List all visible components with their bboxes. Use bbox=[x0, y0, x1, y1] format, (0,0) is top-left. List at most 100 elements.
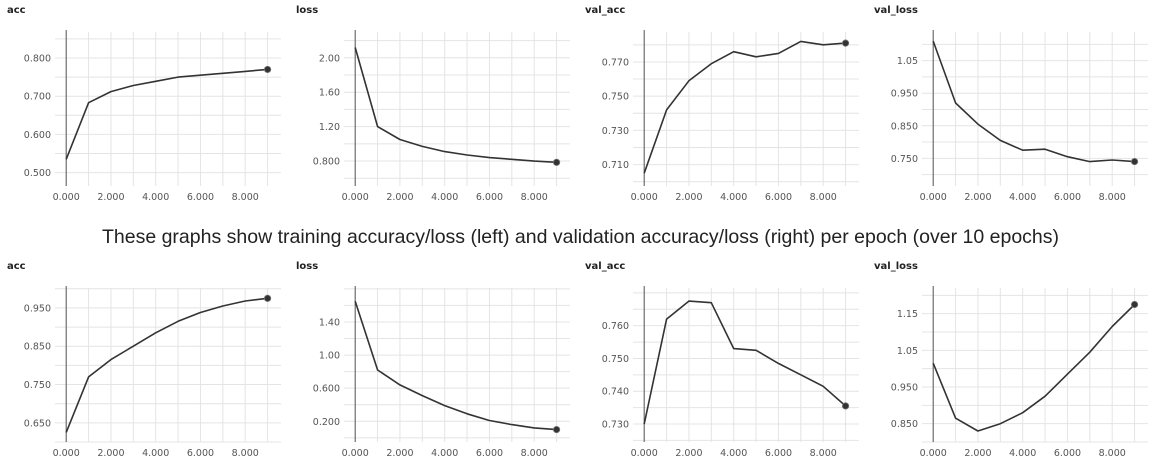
y-tick-label: 0.850 bbox=[891, 121, 918, 132]
series-end-point bbox=[841, 39, 850, 47]
y-tick-label: 0.750 bbox=[602, 354, 629, 365]
x-tick-label: 6.000 bbox=[1054, 448, 1081, 459]
x-tick-label: 0.000 bbox=[53, 448, 80, 459]
series-end-point bbox=[263, 294, 272, 302]
y-tick-label: 1.60 bbox=[319, 88, 340, 99]
x-tick-label: 0.000 bbox=[631, 448, 658, 459]
chart-panel-4: val_loss 0.750 0.850 0.950 1.05 0.000 2.000 4.0… bbox=[872, 0, 1152, 210]
y-tick-label: 0.770 bbox=[602, 57, 629, 68]
series-end-point bbox=[552, 158, 561, 166]
x-tick-label: 6.000 bbox=[476, 448, 503, 459]
y-tick-label: 0.730 bbox=[602, 126, 629, 137]
x-tick-label: 6.000 bbox=[765, 192, 792, 203]
y-tick-label: 0.950 bbox=[891, 383, 918, 394]
series-line bbox=[643, 300, 847, 425]
x-tick-label: 0.000 bbox=[920, 192, 947, 203]
chart-8: val_loss 0.850 0.950 1.05 1.15 0.000 2.000 4.00… bbox=[874, 261, 1148, 459]
chart-title: acc bbox=[7, 261, 26, 272]
x-tick-label: 0.000 bbox=[342, 448, 369, 459]
x-tick-label: 2.000 bbox=[675, 448, 702, 459]
chart-1: acc 0.500 0.600 0.700 0.800 0.000 2.000 4.000 6.… bbox=[7, 5, 281, 203]
y-tick-label: 0.730 bbox=[602, 419, 629, 430]
series-line bbox=[354, 300, 557, 431]
y-tick-label: 1.05 bbox=[897, 56, 918, 67]
y-tick-label: 1.20 bbox=[319, 122, 340, 133]
chart-row-bottom: acc 0.650 0.750 0.850 0.950 0.000 2.000 4.000 6.… bbox=[0, 256, 1161, 460]
x-tick-label: 2.000 bbox=[386, 448, 413, 459]
series-line bbox=[932, 303, 1136, 432]
y-tick-label: 0.850 bbox=[24, 342, 51, 353]
x-tick-label: 0.000 bbox=[631, 192, 658, 203]
chart-7: val_acc 0.730 0.740 0.750 0.760 0.000 2.000 4.0… bbox=[585, 261, 859, 459]
y-tick-label: 1.00 bbox=[319, 351, 340, 362]
chart-4: val_loss 0.750 0.850 0.950 1.05 0.000 2.000 4.0… bbox=[874, 5, 1148, 203]
y-tick-label: 0.500 bbox=[24, 168, 51, 179]
x-tick-label: 4.000 bbox=[431, 448, 458, 459]
chart-row-top: acc 0.500 0.600 0.700 0.800 0.000 2.000 4.000 6.… bbox=[0, 0, 1161, 218]
y-tick-label: 0.850 bbox=[891, 419, 918, 430]
x-tick-label: 4.000 bbox=[720, 448, 747, 459]
x-tick-label: 8.000 bbox=[1099, 192, 1126, 203]
chart-5: acc 0.650 0.750 0.850 0.950 0.000 2.000 4.000 6.… bbox=[7, 261, 281, 459]
x-tick-label: 4.000 bbox=[1009, 448, 1036, 459]
x-tick-label: 2.000 bbox=[964, 448, 991, 459]
series-end-point bbox=[1130, 300, 1139, 309]
x-tick-label: 8.000 bbox=[810, 448, 837, 459]
x-tick-label: 6.000 bbox=[187, 192, 214, 203]
series-line bbox=[65, 297, 268, 433]
series-end-point bbox=[552, 425, 561, 434]
y-tick-label: 1.05 bbox=[897, 346, 918, 357]
y-tick-label: 0.740 bbox=[602, 387, 629, 398]
figure-caption: These graphs show training accuracy/loss… bbox=[101, 226, 1060, 248]
x-tick-label: 8.000 bbox=[232, 192, 259, 203]
chart-title: acc bbox=[7, 5, 26, 16]
series-end-point bbox=[1130, 157, 1139, 166]
x-tick-label: 8.000 bbox=[1099, 448, 1126, 459]
chart-panel-6: loss 0.200 0.600 1.00 1.40 0.000 2.000 4.000 6.0… bbox=[294, 256, 574, 466]
series-line bbox=[354, 47, 557, 164]
chart-panel-8: val_loss 0.850 0.950 1.05 1.15 0.000 2.000 4.00… bbox=[872, 256, 1152, 466]
x-tick-label: 8.000 bbox=[521, 448, 548, 459]
y-tick-label: 0.950 bbox=[891, 89, 918, 100]
y-tick-label: 0.950 bbox=[24, 303, 51, 314]
y-tick-label: 0.710 bbox=[602, 160, 629, 171]
x-tick-label: 2.000 bbox=[675, 192, 702, 203]
y-tick-label: 0.600 bbox=[313, 384, 340, 395]
y-tick-label: 0.750 bbox=[891, 154, 918, 165]
y-tick-label: 0.600 bbox=[24, 130, 51, 141]
x-tick-label: 4.000 bbox=[720, 192, 747, 203]
y-tick-label: 1.15 bbox=[897, 309, 918, 320]
y-tick-label: 0.200 bbox=[313, 417, 340, 428]
series-line bbox=[65, 68, 268, 160]
y-tick-label: 0.650 bbox=[24, 418, 51, 429]
series-end-point bbox=[841, 402, 850, 410]
chart-panel-1: acc 0.500 0.600 0.700 0.800 0.000 2.000 4.000 6.… bbox=[5, 0, 285, 210]
chart-panel-5: acc 0.650 0.750 0.850 0.950 0.000 2.000 4.000 6.… bbox=[5, 256, 285, 466]
series-line bbox=[932, 40, 1135, 163]
x-tick-label: 6.000 bbox=[765, 448, 792, 459]
chart-title: loss bbox=[296, 5, 318, 16]
x-tick-label: 4.000 bbox=[142, 448, 169, 459]
y-tick-label: 0.700 bbox=[24, 92, 51, 103]
y-tick-label: 2.00 bbox=[319, 53, 340, 64]
chart-panel-3: val_acc 0.710 0.730 0.750 0.770 0.000 2.000 4.0… bbox=[583, 0, 863, 210]
chart-title: val_acc bbox=[585, 5, 625, 16]
chart-2: loss 0.800 1.20 1.60 2.00 0.000 2.000 4.000 6.00… bbox=[296, 5, 570, 203]
x-tick-label: 0.000 bbox=[53, 192, 80, 203]
series-end-point bbox=[263, 65, 272, 74]
series-line bbox=[643, 40, 846, 174]
x-tick-label: 2.000 bbox=[386, 192, 413, 203]
y-tick-label: 0.800 bbox=[24, 53, 51, 64]
x-tick-label: 2.000 bbox=[97, 448, 124, 459]
x-tick-label: 8.000 bbox=[521, 192, 548, 203]
x-tick-label: 0.000 bbox=[342, 192, 369, 203]
y-tick-label: 0.760 bbox=[602, 321, 629, 332]
x-tick-label: 4.000 bbox=[1009, 192, 1036, 203]
x-tick-label: 8.000 bbox=[810, 192, 837, 203]
chart-title: val_acc bbox=[585, 261, 625, 272]
chart-title: loss bbox=[296, 261, 318, 272]
x-tick-label: 2.000 bbox=[964, 192, 991, 203]
chart-title: val_loss bbox=[874, 5, 918, 16]
y-tick-label: 0.750 bbox=[24, 380, 51, 391]
chart-panel-7: val_acc 0.730 0.740 0.750 0.760 0.000 2.000 4.0… bbox=[583, 256, 863, 466]
